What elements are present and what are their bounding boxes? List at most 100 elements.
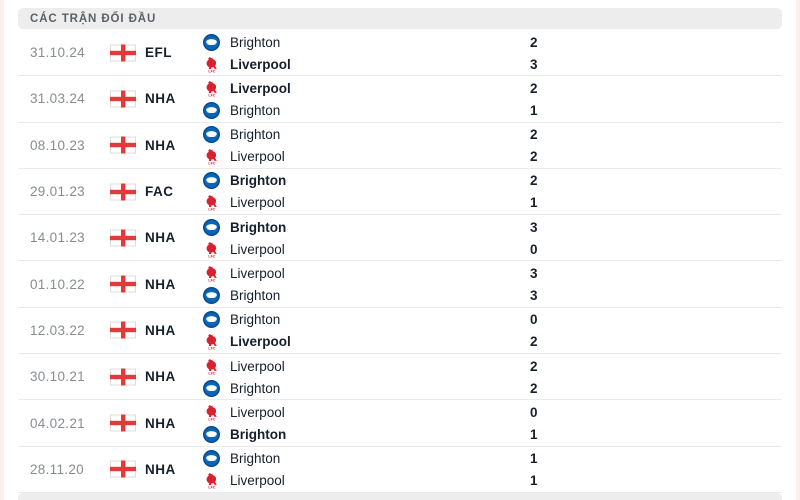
- team-name: Brighton: [230, 451, 281, 467]
- brighton-crest-icon: [203, 218, 220, 236]
- match-row[interactable]: 28.11.20 NHA Brighton LFC Liverpool 1 1: [18, 447, 782, 493]
- team-score: 2: [530, 334, 538, 350]
- svg-text:LFC: LFC: [208, 162, 215, 165]
- competition-label: NHA: [145, 276, 176, 292]
- brighton-crest-icon: [203, 311, 220, 329]
- teams-column: Brighton LFC Liverpool: [203, 170, 286, 214]
- match-row[interactable]: 12.03.22 NHA Brighton LFC Liverpool 0 2: [18, 308, 782, 355]
- team-line: Brighton: [203, 124, 285, 146]
- competition-label: NHA: [145, 137, 176, 153]
- england-flag-icon: [110, 321, 136, 339]
- svg-text:LFC: LFC: [208, 279, 215, 282]
- brighton-crest-icon: [203, 101, 220, 119]
- brighton-crest-icon: [203, 379, 220, 397]
- match-date: 31.03.24: [30, 91, 85, 107]
- team-line: LFC Liverpool: [203, 470, 285, 492]
- match-row[interactable]: 30.10.21 NHA LFC Liverpool Brighton 2 2: [18, 354, 782, 401]
- scores-column: 2 1: [530, 170, 538, 214]
- liverpool-liver-bird-icon: LFC: [203, 80, 220, 97]
- team-score: 2: [530, 80, 538, 96]
- match-date: 14.01.23: [30, 230, 85, 246]
- match-date: 29.01.23: [30, 184, 85, 200]
- team-line: LFC Liverpool: [203, 238, 286, 260]
- competition-label: NHA: [145, 415, 176, 431]
- match-date: 08.10.23: [30, 137, 85, 153]
- svg-text:LFC: LFC: [208, 347, 215, 350]
- match-row[interactable]: 31.03.24 NHA LFC Liverpool Brighton 2 1: [18, 76, 782, 123]
- team-line: Brighton: [203, 170, 286, 192]
- team-name: Brighton: [230, 426, 287, 442]
- scores-column: 2 3: [530, 31, 538, 75]
- brighton-crest-icon: [203, 172, 220, 190]
- team-score: 2: [530, 127, 538, 143]
- england-flag-icon: [110, 414, 136, 432]
- team-line: LFC Liverpool: [203, 401, 286, 423]
- team-line: LFC Liverpool: [203, 146, 285, 168]
- england-flag-icon: [110, 136, 136, 154]
- teams-column: Brighton LFC Liverpool: [203, 309, 291, 353]
- match-date: 12.03.22: [30, 322, 85, 338]
- brighton-crest-icon: [203, 33, 220, 51]
- liverpool-liver-bird-icon: LFC: [203, 194, 220, 211]
- competition-label: NHA: [145, 322, 176, 338]
- scores-column: 2 1: [530, 77, 538, 121]
- team-score: 1: [530, 451, 538, 467]
- team-line: LFC Liverpool: [203, 262, 285, 284]
- team-score: 0: [530, 404, 538, 420]
- team-line: Brighton: [203, 423, 286, 445]
- team-score: 3: [530, 219, 538, 235]
- liverpool-liver-bird-icon: LFC: [203, 241, 220, 258]
- liverpool-liver-bird-icon: LFC: [203, 56, 220, 73]
- team-line: LFC Liverpool: [203, 192, 286, 214]
- teams-column: LFC Liverpool Brighton: [203, 262, 285, 306]
- team-score: 3: [530, 265, 538, 281]
- team-line: Brighton: [203, 309, 291, 331]
- liverpool-liver-bird-icon: LFC: [203, 358, 220, 375]
- team-name: Liverpool: [230, 334, 291, 350]
- match-row[interactable]: 29.01.23 FAC Brighton LFC Liverpool 2 1: [18, 169, 782, 216]
- team-line: LFC Liverpool: [203, 77, 291, 99]
- scores-column: 3 0: [530, 216, 538, 260]
- next-section-header-partial: [18, 493, 782, 500]
- competition-label: FAC: [145, 184, 174, 200]
- svg-text:LFC: LFC: [208, 208, 215, 211]
- team-name: Brighton: [230, 173, 287, 189]
- svg-text:LFC: LFC: [208, 69, 215, 72]
- team-score: 0: [530, 241, 538, 257]
- teams-column: LFC Liverpool Brighton: [203, 77, 291, 121]
- team-line: Brighton: [203, 99, 291, 121]
- team-name: Liverpool: [230, 241, 285, 257]
- match-row[interactable]: 14.01.23 NHA Brighton LFC Liverpool 3 0: [18, 215, 782, 262]
- team-line: LFC Liverpool: [203, 331, 291, 353]
- team-line: Brighton: [203, 284, 285, 306]
- team-name: Liverpool: [230, 473, 285, 489]
- head-to-head-list: 31.10.24 EFL Brighton LFC Liverpool 2 3 …: [18, 30, 782, 493]
- match-date: 04.02.21: [30, 415, 85, 431]
- brighton-crest-icon: [203, 425, 220, 443]
- teams-column: LFC Liverpool Brighton: [203, 401, 286, 445]
- team-score: 1: [530, 473, 538, 489]
- match-row[interactable]: 04.02.21 NHA LFC Liverpool Brighton 0 1: [18, 400, 782, 447]
- match-row[interactable]: 01.10.22 NHA LFC Liverpool Brighton 3 3: [18, 261, 782, 308]
- england-flag-icon: [110, 460, 136, 478]
- liverpool-liver-bird-icon: LFC: [203, 404, 220, 421]
- competition-label: NHA: [145, 230, 176, 246]
- teams-column: Brighton LFC Liverpool: [203, 448, 285, 492]
- section-title: CÁC TRẬN ĐỐI ĐẦU: [30, 12, 157, 25]
- team-line: Brighton: [203, 448, 285, 470]
- team-score: 2: [530, 34, 538, 50]
- match-row[interactable]: 08.10.23 NHA Brighton LFC Liverpool 2 2: [18, 123, 782, 169]
- svg-text:LFC: LFC: [208, 254, 215, 257]
- brighton-crest-icon: [203, 126, 220, 144]
- svg-text:LFC: LFC: [208, 93, 215, 96]
- team-line: Brighton: [203, 216, 286, 238]
- team-name: Liverpool: [230, 149, 285, 165]
- competition-label: NHA: [145, 91, 176, 107]
- team-score: 1: [530, 102, 538, 118]
- team-score: 2: [530, 380, 538, 396]
- team-score: 2: [530, 173, 538, 189]
- scores-column: 2 2: [530, 355, 538, 399]
- england-flag-icon: [110, 183, 136, 201]
- teams-column: LFC Liverpool Brighton: [203, 355, 285, 399]
- match-row[interactable]: 31.10.24 EFL Brighton LFC Liverpool 2 3: [18, 30, 782, 77]
